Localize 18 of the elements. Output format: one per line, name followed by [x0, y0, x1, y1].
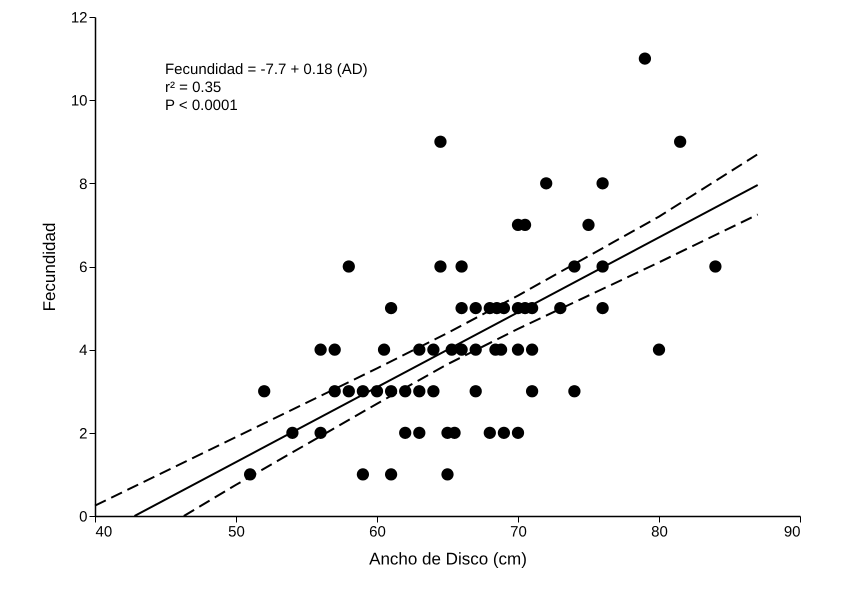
y-tick-label: 12 — [70, 10, 88, 26]
x-tick-label: 80 — [651, 524, 668, 540]
annotation: P < 0.0001 — [165, 97, 238, 114]
x-tick-label: 50 — [228, 524, 245, 540]
x-tick-label: 40 — [96, 524, 112, 540]
x-tick-label: 60 — [369, 524, 386, 540]
y-tick-label: 4 — [79, 342, 88, 360]
annotation: Fecundidad = -7.7 + 0.18 (AD) — [165, 61, 368, 78]
y-axis-title: Fecundidad — [40, 222, 59, 312]
y-tick-label: 2 — [79, 425, 88, 442]
annotation: r² = 0.35 — [165, 79, 222, 96]
y-tick-label: 0 — [79, 508, 88, 526]
x-tick-label: 70 — [510, 524, 527, 540]
x-tick-label: 90 — [784, 524, 800, 540]
x-axis-title: Ancho de Disco (cm) — [369, 550, 527, 568]
y-tick-label: 10 — [70, 92, 88, 110]
y-tick-label: 6 — [79, 259, 88, 276]
y-tick-label: 8 — [79, 176, 88, 193]
